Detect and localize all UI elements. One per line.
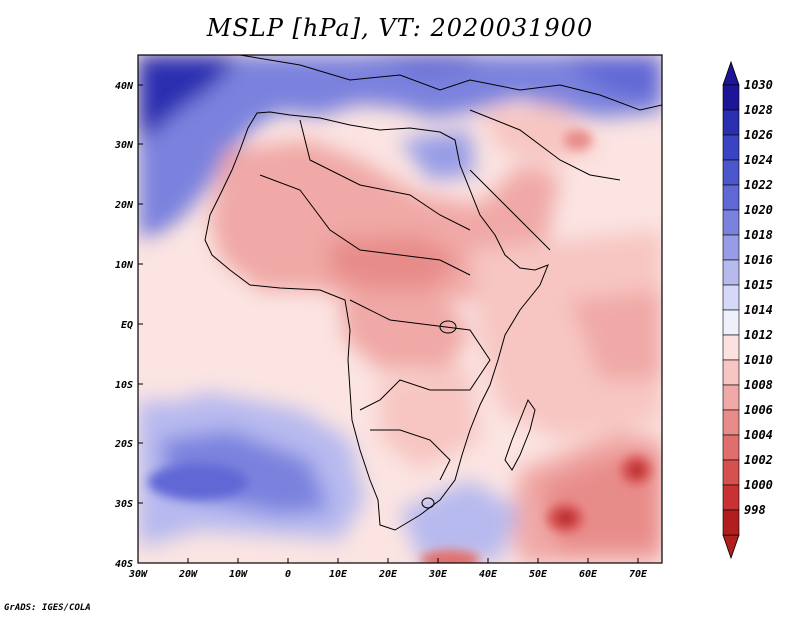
colorbar-label: 1030 (744, 78, 773, 92)
lon-label: 70E (629, 569, 648, 580)
colorbar-bottom-arrow (722, 534, 740, 560)
colorbar-label: 1026 (744, 128, 773, 142)
lat-label: 20N (114, 200, 134, 211)
lon-label: 20E (378, 569, 398, 580)
lon-label: 50E (529, 569, 548, 580)
lat-label: 40S (115, 559, 133, 570)
lat-label: 20S (114, 439, 133, 450)
colorbar-swatch (722, 259, 740, 286)
lon-label: 30E (428, 569, 448, 580)
colorbar-swatch (722, 234, 740, 261)
lat-label: 30N (114, 140, 134, 151)
lat-label: 10S (115, 380, 133, 391)
colorbar: 1030 1028 1026 1024 1022 1020 1018 1016 1015 1014… (722, 60, 773, 560)
colorbar-swatch (722, 409, 740, 436)
colorbar-label: 1022 (744, 178, 773, 192)
colorbar-swatch (722, 284, 740, 311)
lat-label: 10N (115, 260, 134, 271)
colorbar-label: 1018 (744, 228, 773, 242)
lon-label: 10E (329, 569, 348, 580)
colorbar-swatch (722, 334, 740, 361)
colorbar-swatch (722, 209, 740, 236)
colorbar-swatch (722, 309, 740, 336)
colorbar-label: 1015 (744, 278, 773, 292)
colorbar-swatch (722, 109, 740, 136)
lon-label: 0 (285, 569, 291, 580)
colorbar-swatch (722, 434, 740, 461)
lon-label: 10W (229, 569, 248, 580)
lon-label: 20W (178, 569, 198, 580)
lat-label: 40N (115, 81, 134, 92)
lon-label: 60E (579, 569, 598, 580)
colorbar-label: 1024 (744, 153, 773, 167)
colorbar-swatch (722, 384, 740, 411)
colorbar-swatch (722, 159, 740, 186)
lat-label: EQ (121, 320, 133, 331)
lat-label: 30S (114, 499, 133, 510)
lon-label: 30W (128, 569, 148, 580)
colorbar-swatch (722, 484, 740, 511)
colorbar-label: 1002 (744, 453, 773, 467)
coastlines (204, 55, 662, 531)
colorbar-top-arrow (722, 60, 740, 86)
colorbar-label: 998 (744, 503, 766, 517)
colorbar-label: 1012 (744, 328, 773, 342)
colorbar-label: 1004 (744, 428, 773, 442)
colorbar-label: 1028 (744, 103, 773, 117)
colorbar-label: 1000 (744, 478, 773, 492)
colorbar-label: 1008 (744, 378, 773, 392)
grads-credit: GrADS: IGES/COLA (4, 603, 91, 613)
colorbar-label: 1006 (744, 403, 773, 417)
colorbar-swatch (722, 84, 740, 111)
colorbar-label: 1014 (744, 303, 773, 317)
colorbar-swatch (722, 134, 740, 161)
map-frame (137, 54, 663, 564)
lon-label: 40E (479, 569, 498, 580)
colorbar-swatch (722, 184, 740, 211)
colorbar-label: 1010 (744, 353, 773, 367)
colorbar-swatch (722, 509, 740, 536)
colorbar-swatch (722, 359, 740, 386)
chart-title: MSLP [hPa], VT: 2020031900 (206, 14, 594, 42)
colorbar-swatch (722, 459, 740, 486)
pressure-field (138, 55, 662, 563)
colorbar-label: 1020 (744, 203, 773, 217)
colorbar-label: 1016 (744, 253, 773, 267)
